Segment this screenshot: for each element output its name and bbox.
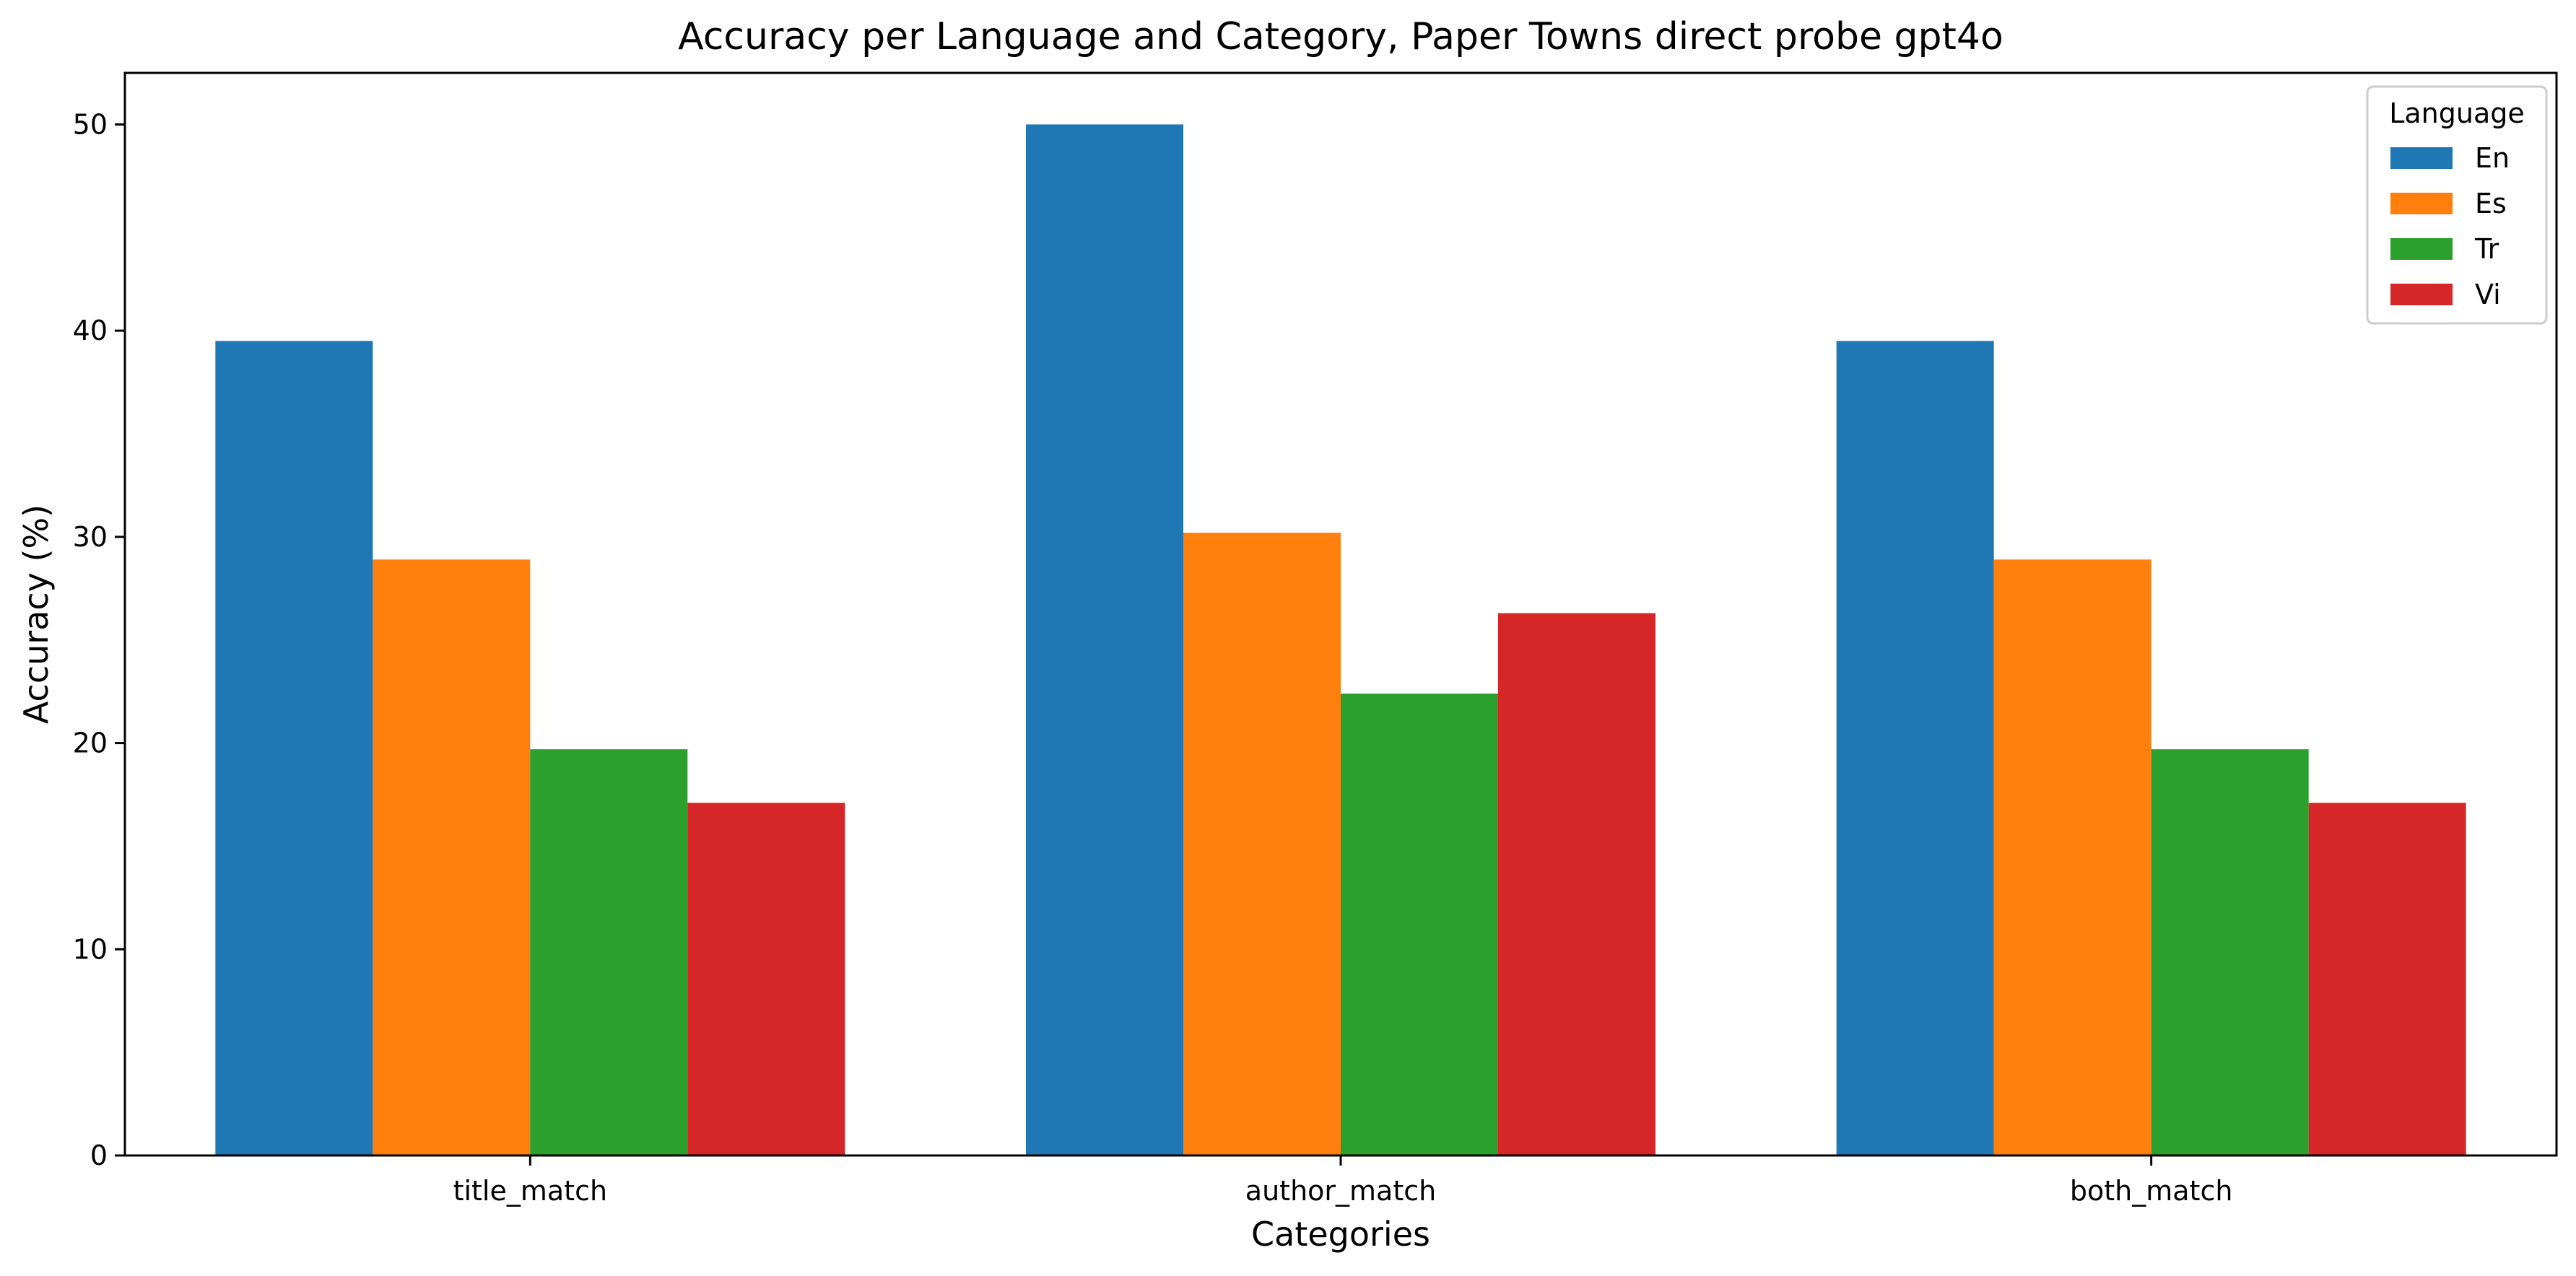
bar-tr-title_match (530, 749, 688, 1155)
legend-frame (2366, 85, 2548, 325)
x-tick-label: author_match (1245, 1175, 1436, 1207)
bar-en-title_match (215, 341, 373, 1155)
bars-group (215, 124, 2466, 1155)
bar-en-both_match (1836, 341, 1994, 1155)
chart-title: Accuracy per Language and Category, Pape… (678, 15, 2003, 58)
y-tick-label: 40 (73, 315, 108, 346)
bar-es-title_match (373, 559, 531, 1155)
y-axis-label: Accuracy (%) (17, 504, 56, 724)
bar-es-author_match (1183, 533, 1341, 1155)
bar-vi-author_match (1498, 613, 1655, 1155)
y-tick-label: 20 (73, 727, 108, 759)
y-tick-label: 50 (73, 108, 108, 140)
plot-frame (123, 71, 2558, 1157)
bar-vi-both_match (2308, 803, 2466, 1155)
bar-tr-both_match (2151, 749, 2309, 1155)
legend-label-es: Es (2475, 188, 2507, 219)
legend-label-en: En (2475, 142, 2510, 174)
bar-vi-title_match (687, 803, 845, 1155)
x-axis-label: Categories (1251, 1215, 1430, 1254)
legend-swatch-tr (2390, 238, 2453, 260)
y-tick-label: 30 (73, 521, 108, 553)
legend-swatch-en (2390, 147, 2453, 169)
y-axis-ticks: 0 10 20 30 40 50 (73, 108, 125, 1171)
bar-es-both_match (1993, 559, 2151, 1155)
x-tick-label: both_match (2070, 1175, 2233, 1207)
bar-tr-author_match (1341, 694, 1498, 1155)
legend-label-tr: Tr (2474, 233, 2499, 265)
legend-swatch-es (2390, 193, 2453, 214)
legend: Language En Es Tr Vi (2366, 85, 2548, 325)
legend-swatch-vi (2390, 284, 2453, 305)
x-tick-label: title_match (453, 1175, 607, 1207)
bar-en-author_match (1026, 124, 1183, 1155)
legend-title: Language (2389, 97, 2525, 129)
y-tick-label: 0 (90, 1140, 108, 1171)
y-tick-label: 10 (73, 933, 108, 965)
legend-label-vi: Vi (2475, 279, 2501, 310)
x-axis-ticks: title_match author_match both_match (453, 1155, 2233, 1207)
